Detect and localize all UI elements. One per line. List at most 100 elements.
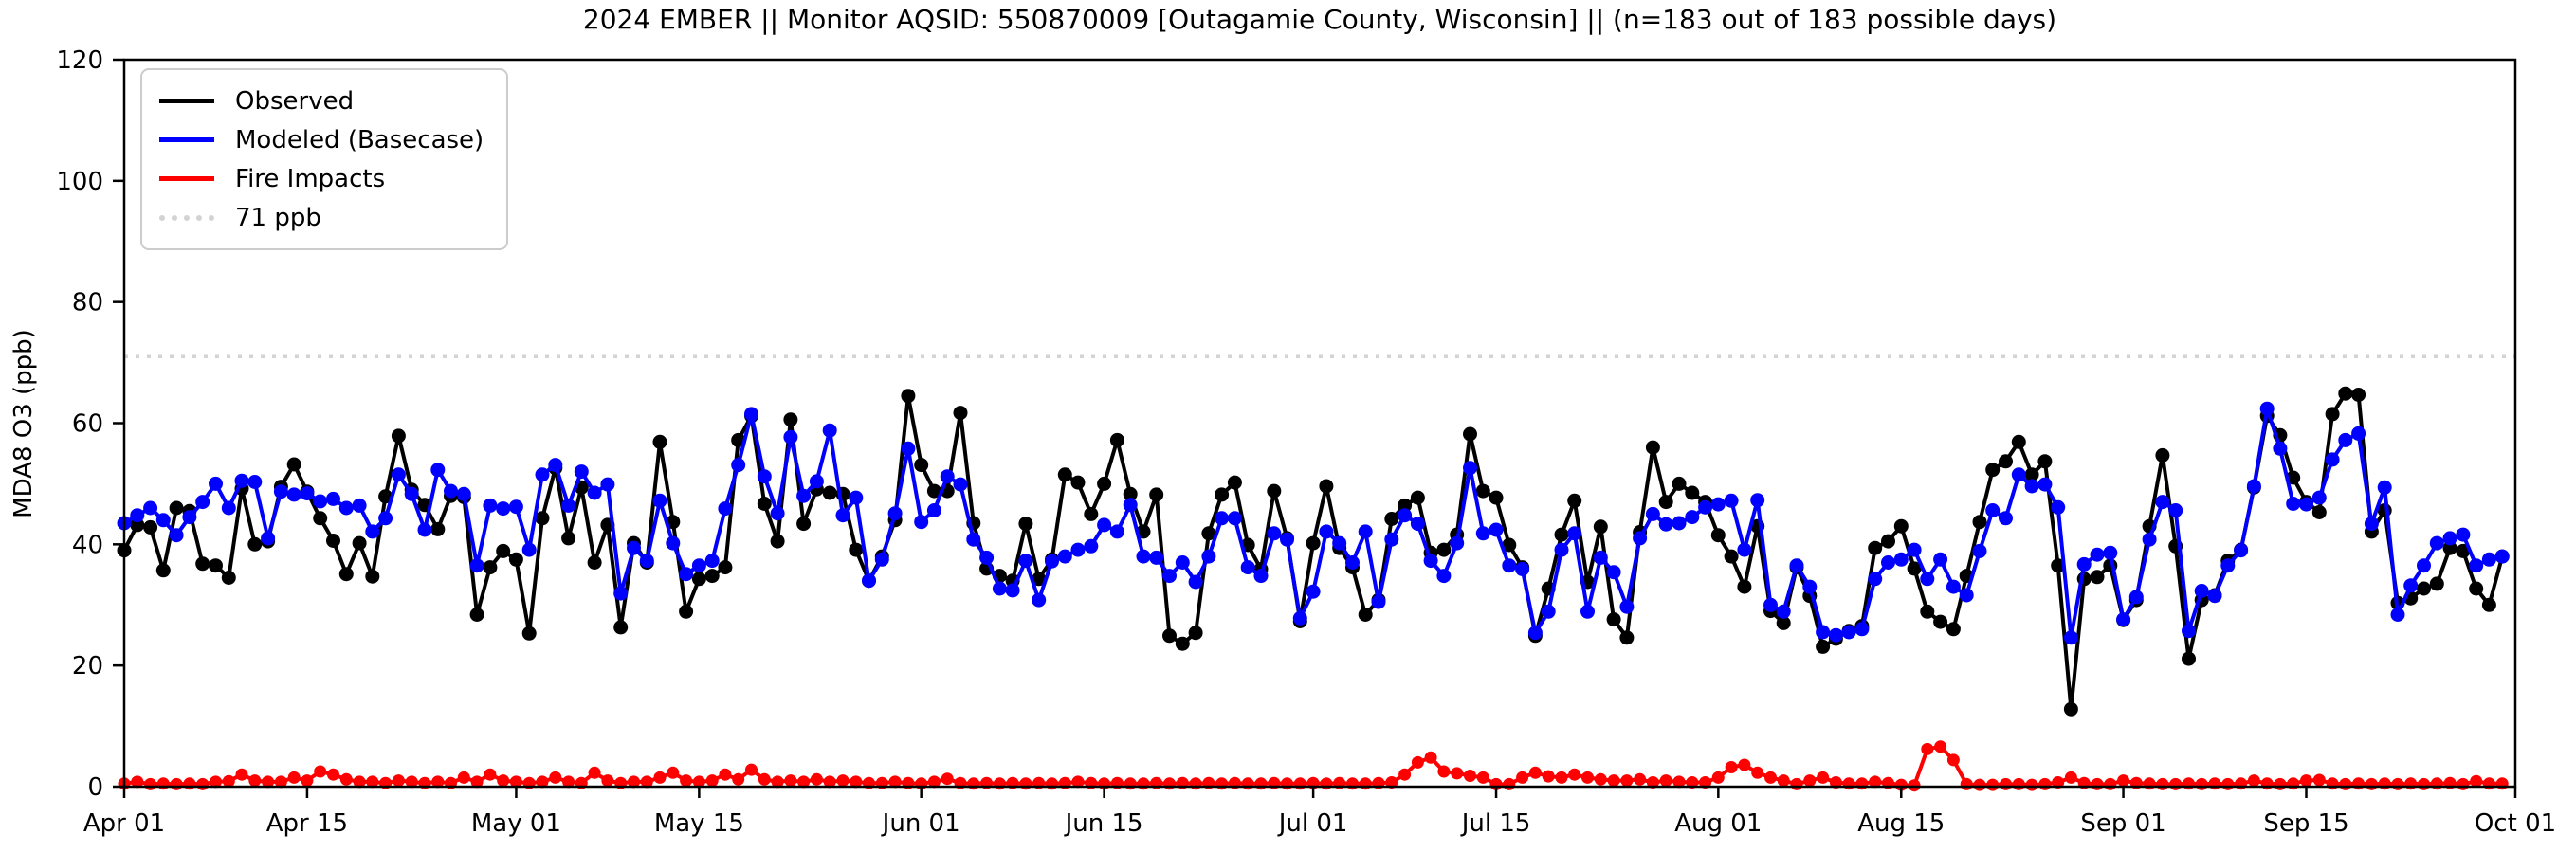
series-marker <box>692 775 705 789</box>
series-marker <box>901 389 916 404</box>
series-marker <box>770 506 785 521</box>
series-marker <box>1489 490 1504 505</box>
series-marker <box>1776 604 1791 619</box>
series-marker <box>195 556 210 572</box>
series-marker <box>2234 543 2249 558</box>
series-marker <box>809 474 824 489</box>
series-marker <box>496 543 511 558</box>
series-marker <box>1893 518 1909 534</box>
series-marker <box>130 508 145 523</box>
series-marker <box>210 775 222 789</box>
series-marker <box>1267 483 1282 499</box>
series-marker <box>1816 639 1831 654</box>
series-marker <box>430 521 446 536</box>
series-marker <box>1854 622 1870 637</box>
series-marker <box>143 500 158 516</box>
series-marker <box>1240 560 1255 575</box>
series-marker <box>1410 517 1425 532</box>
series-marker <box>235 768 248 781</box>
series-marker <box>1907 561 1922 576</box>
series-marker <box>496 501 511 517</box>
series-marker <box>758 772 771 786</box>
series-marker <box>1933 614 1948 629</box>
series-marker <box>430 463 446 478</box>
series-marker <box>1959 588 1974 603</box>
series-marker <box>1711 771 1725 784</box>
series-marker <box>1527 626 1543 641</box>
series-marker <box>509 775 522 789</box>
series-marker <box>338 567 354 582</box>
series-marker <box>2051 499 2066 515</box>
series-marker <box>2246 479 2261 494</box>
series-marker <box>1319 524 1334 539</box>
x-tick-label: May 01 <box>471 809 561 838</box>
series-marker <box>273 484 288 499</box>
series-marker <box>2326 777 2339 790</box>
series-marker <box>2469 558 2484 573</box>
series-marker <box>1502 537 1517 553</box>
series-marker <box>561 498 576 513</box>
series-marker <box>2300 774 2312 788</box>
series-marker <box>2286 497 2301 511</box>
series-marker <box>2025 778 2038 791</box>
series-marker <box>508 499 523 515</box>
series-marker <box>1817 771 1830 784</box>
series-marker <box>2418 777 2430 790</box>
series-marker <box>587 555 602 570</box>
series-marker <box>1737 579 1752 594</box>
series-marker <box>810 772 823 786</box>
series-marker <box>2456 527 2471 542</box>
series-marker <box>1227 475 1242 490</box>
series-marker <box>1528 766 1542 779</box>
series-marker <box>1672 476 1687 491</box>
series-marker <box>352 535 367 551</box>
series-marker <box>1934 740 1947 753</box>
series-marker <box>1227 511 1242 526</box>
series-marker <box>1973 778 1986 791</box>
series-marker <box>2221 777 2235 790</box>
series-marker <box>2274 777 2287 790</box>
series-marker <box>1776 615 1791 630</box>
series-marker <box>691 572 706 587</box>
series-marker <box>705 774 719 788</box>
series-marker <box>1894 778 1908 791</box>
series-marker <box>2430 777 2443 790</box>
series-marker <box>1411 755 1424 769</box>
series-marker <box>1201 526 1216 541</box>
series-marker <box>731 458 746 473</box>
series-marker <box>967 777 980 790</box>
series-marker <box>2325 407 2340 422</box>
series-marker <box>2155 447 2170 463</box>
series-marker <box>1215 487 1230 502</box>
series-marker <box>823 775 836 789</box>
series-marker <box>431 775 445 789</box>
series-marker <box>548 458 563 473</box>
series-marker <box>1084 506 1099 521</box>
series-marker <box>901 441 916 456</box>
series-marker <box>1358 524 1373 539</box>
series-marker <box>261 531 276 546</box>
series-marker <box>2442 531 2457 546</box>
series-marker <box>667 766 680 779</box>
legend-label: Modeled (Basecase) <box>235 125 484 154</box>
series-marker <box>2103 545 2118 560</box>
series-marker <box>822 485 837 500</box>
series-marker <box>221 500 236 516</box>
series-marker <box>2311 490 2327 505</box>
series-marker <box>1658 517 1673 532</box>
series-marker <box>1763 597 1778 612</box>
legend-swatch-solid <box>159 176 214 181</box>
series-marker <box>497 774 510 788</box>
series-marker <box>1267 526 1282 541</box>
series-marker <box>469 558 484 573</box>
series-marker <box>2128 590 2144 605</box>
series-marker <box>1881 534 1895 549</box>
series-marker <box>483 560 498 575</box>
series-marker <box>170 777 183 790</box>
x-tick-label: Aug 15 <box>1857 809 1945 838</box>
series-marker <box>1855 777 1869 790</box>
series-marker <box>1645 440 1660 455</box>
series-marker <box>1319 479 1334 494</box>
series-marker <box>887 506 903 521</box>
series-marker <box>2156 777 2169 790</box>
